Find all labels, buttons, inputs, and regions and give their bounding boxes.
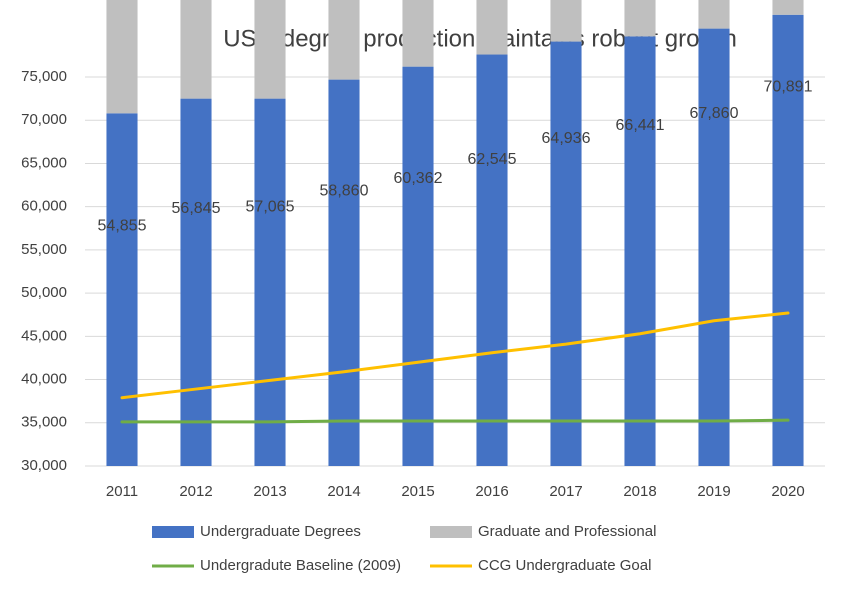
- bar: [180, 0, 212, 99]
- bar: [106, 0, 138, 114]
- bar: [550, 0, 582, 42]
- legend-label: Graduate and Professional: [478, 523, 656, 540]
- total-label: 60,362: [394, 170, 443, 187]
- bar: [698, 28, 730, 466]
- line: [120, 418, 790, 424]
- y-tick-label: 40,000: [21, 371, 67, 388]
- legend-swatch: [430, 526, 472, 538]
- legend-label: Undergraduate Degrees: [200, 523, 361, 540]
- bar: [624, 36, 656, 466]
- y-tick-label: 45,000: [21, 327, 67, 344]
- bar: [624, 0, 656, 37]
- x-tick-label: 2015: [401, 483, 434, 500]
- bar: [254, 98, 286, 466]
- bar: [550, 41, 582, 467]
- y-tick-label: 50,000: [21, 284, 67, 301]
- bar: [180, 98, 212, 466]
- y-tick-label: 60,000: [21, 198, 67, 215]
- legend-label: Undergradute Baseline (2009): [200, 557, 401, 574]
- x-tick-label: 2014: [327, 483, 360, 500]
- total-label: 70,891: [764, 79, 813, 96]
- y-tick-label: 75,000: [21, 68, 67, 85]
- x-tick-label: 2020: [771, 483, 804, 500]
- total-label: 57,065: [246, 198, 295, 215]
- x-tick-label: 2016: [475, 483, 508, 500]
- bar: [106, 113, 138, 466]
- legend-swatch: [152, 526, 194, 538]
- bar: [476, 0, 508, 55]
- bar: [772, 14, 804, 466]
- y-tick-label: 70,000: [21, 111, 67, 128]
- total-label: 67,860: [690, 105, 739, 122]
- x-tick-label: 2013: [253, 483, 286, 500]
- bar: [328, 0, 360, 80]
- y-tick-label: 35,000: [21, 414, 67, 431]
- bar: [402, 0, 434, 67]
- y-tick-label: 55,000: [21, 241, 67, 258]
- bar: [254, 0, 286, 99]
- total-label: 62,545: [468, 151, 517, 168]
- bar: [772, 0, 804, 15]
- bar: [476, 54, 508, 466]
- x-tick-label: 2011: [106, 483, 138, 500]
- x-tick-label: 2017: [549, 483, 582, 500]
- bar: [402, 66, 434, 467]
- bar: [698, 0, 730, 29]
- total-label: 54,855: [98, 217, 147, 234]
- bar: [328, 79, 360, 467]
- x-tick-label: 2018: [623, 483, 656, 500]
- total-label: 66,441: [616, 117, 665, 134]
- legend-label: CCG Undergraduate Goal: [478, 557, 651, 574]
- total-label: 64,936: [542, 130, 591, 147]
- total-label: 58,860: [320, 183, 369, 200]
- y-tick-label: 65,000: [21, 154, 67, 171]
- y-tick-label: 30,000: [21, 457, 67, 474]
- line: [120, 311, 790, 400]
- x-tick-label: 2019: [697, 483, 730, 500]
- total-label: 56,845: [172, 200, 221, 217]
- x-tick-label: 2012: [179, 483, 212, 500]
